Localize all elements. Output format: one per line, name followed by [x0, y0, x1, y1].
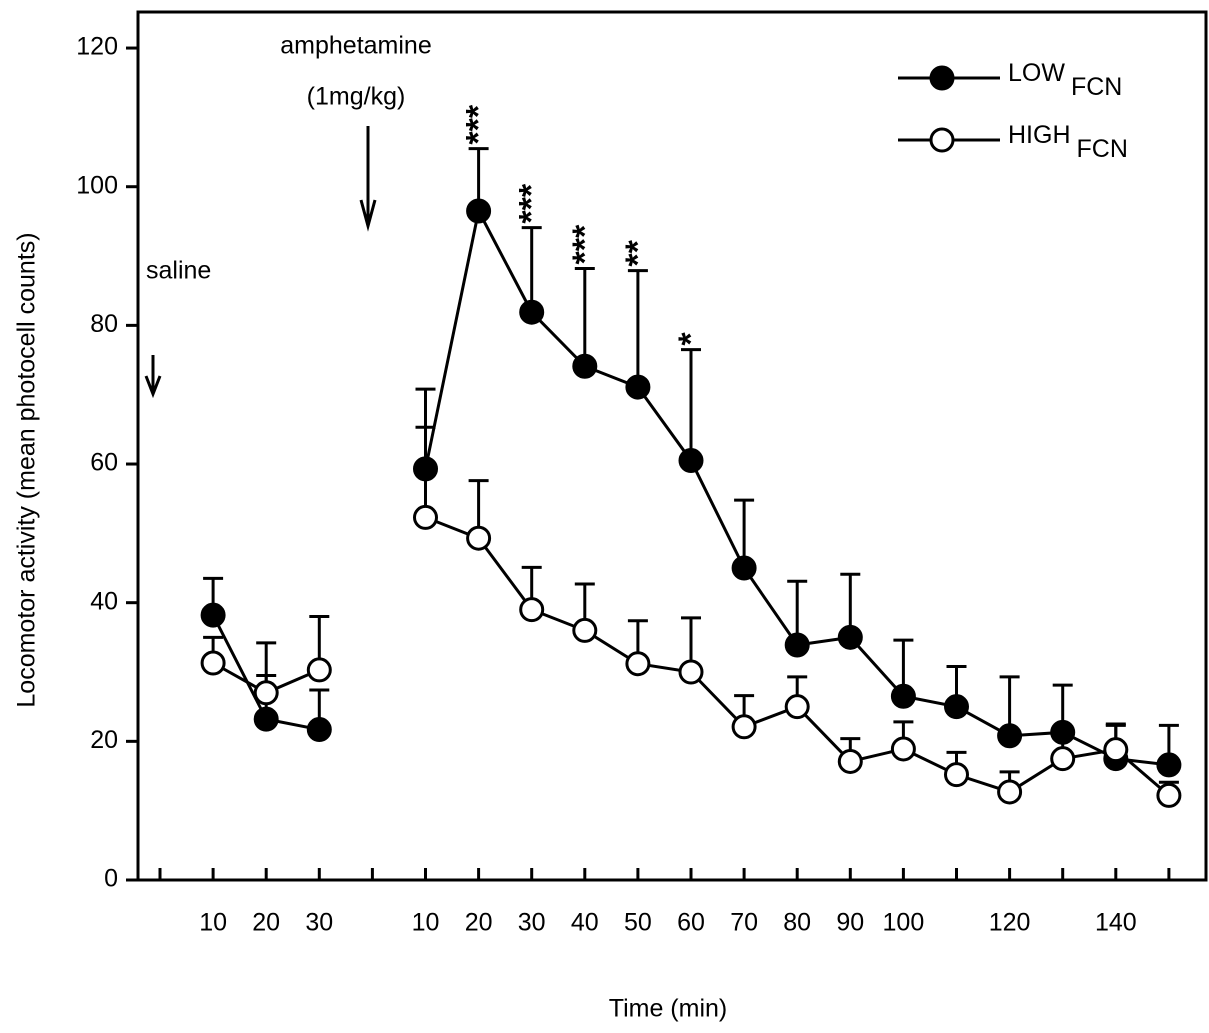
x-tick-label: 70 — [730, 909, 758, 937]
x-tick-label: 40 — [571, 909, 599, 937]
marker — [253, 680, 279, 706]
marker — [1050, 719, 1076, 745]
marker — [890, 683, 916, 709]
y-tick-label: 100 — [76, 171, 118, 199]
x-tick-label: 20 — [465, 909, 493, 937]
x-tick-label: 30 — [305, 909, 333, 937]
x-tick-label: 140 — [1095, 909, 1137, 937]
significance: *** — [566, 224, 604, 264]
legend-marker — [929, 127, 955, 153]
marker — [413, 504, 438, 530]
annotation: saline — [146, 257, 211, 285]
legend-marker — [929, 65, 955, 91]
marker — [1156, 782, 1182, 808]
x-tick-label: 20 — [252, 909, 280, 937]
y-tick-label: 120 — [76, 33, 118, 61]
significance: ** — [619, 239, 657, 266]
marker — [200, 602, 226, 628]
marker — [784, 694, 810, 720]
marker — [837, 624, 863, 650]
significance: *** — [460, 104, 498, 144]
significance: *** — [513, 183, 551, 223]
annotation: (1mg/kg) — [307, 83, 406, 111]
x-tick-label: 80 — [783, 909, 811, 937]
marker — [678, 659, 704, 685]
marker — [466, 198, 492, 224]
legend-subscript: FCN — [1077, 135, 1128, 163]
legend-subscript: FCN — [1071, 73, 1122, 101]
y-tick-label: 40 — [90, 587, 118, 615]
annotation: amphetamine — [280, 32, 431, 60]
marker — [997, 779, 1023, 805]
marker — [997, 723, 1023, 749]
marker — [519, 299, 545, 325]
marker — [837, 748, 863, 774]
legend-label: HIGH FCN — [1008, 121, 1128, 163]
marker — [306, 657, 332, 683]
x-tick-label: 60 — [677, 909, 705, 937]
marker — [519, 597, 545, 623]
marker — [678, 448, 704, 474]
marker — [572, 353, 598, 379]
marker — [625, 374, 651, 400]
marker — [253, 706, 279, 732]
y-tick-label: 0 — [104, 865, 118, 893]
x-tick-label: 90 — [836, 909, 864, 937]
x-tick-label: 30 — [518, 909, 546, 937]
marker — [625, 651, 651, 677]
marker — [1156, 752, 1182, 778]
legend-name: LOW — [1008, 59, 1065, 87]
marker — [944, 762, 969, 788]
x-axis-label: Time (min) — [609, 995, 728, 1023]
marker — [890, 736, 916, 762]
y-tick-label: 20 — [90, 726, 118, 754]
marker — [572, 617, 598, 643]
x-tick-label: 100 — [883, 909, 925, 937]
x-tick-label: 10 — [412, 909, 440, 937]
marker — [200, 650, 226, 676]
marker — [1103, 737, 1129, 763]
arrow — [359, 126, 377, 232]
marker — [306, 717, 332, 743]
marker — [784, 632, 810, 658]
marker — [944, 694, 969, 720]
y-tick-label: 80 — [90, 310, 118, 338]
x-tick-label: 120 — [989, 909, 1031, 937]
arrow — [144, 355, 162, 399]
x-tick-label: 50 — [624, 909, 652, 937]
legend-label: LOW FCN — [1008, 59, 1122, 101]
y-tick-label: 60 — [90, 449, 118, 477]
y-axis-label: Locomotor activity (mean photocell count… — [13, 232, 41, 707]
significance: * — [672, 332, 710, 346]
marker — [413, 456, 438, 482]
marker — [466, 525, 492, 551]
legend-name: HIGH — [1008, 121, 1071, 149]
marker — [731, 555, 757, 581]
marker — [731, 714, 757, 740]
x-tick-label: 10 — [199, 909, 227, 937]
marker — [1050, 746, 1076, 772]
